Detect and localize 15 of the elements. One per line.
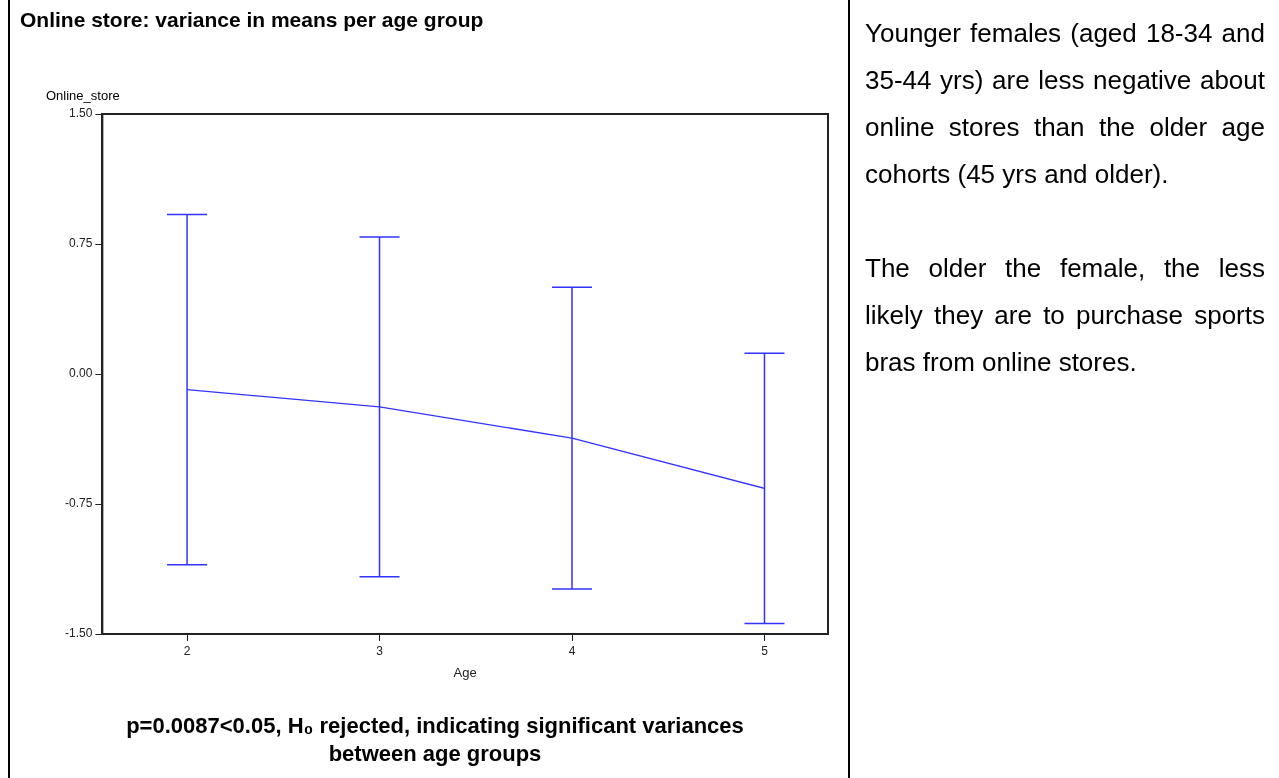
x-axis-title: Age (453, 664, 477, 680)
y-tick-label: 0.75 (68, 236, 93, 251)
text: p=0.0087<0.05, H₀ rejected, indicating significant variances between age groups (125, 712, 745, 768)
y-tick-label: -0.75 (64, 496, 93, 511)
x-tick-label: 3 (376, 643, 384, 658)
text: The older the female, the less likely they are to purchase sports bras from online stores. (865, 252, 1265, 379)
text: Younger females (aged 18-34 and 35-44 yrs) are less negative about online stores than the older age cohorts (45 yrs and older). (865, 17, 1265, 191)
x-tick-label: 4 (568, 643, 576, 658)
x-tick-label: 5 (761, 643, 769, 658)
chart-title: Online store: variance in means per age group (20, 8, 484, 32)
y-tick-label: 0.00 (68, 366, 93, 381)
x-tick-label: 2 (183, 643, 191, 658)
y-axis-title: Online_store (46, 88, 120, 103)
y-tick-label: 1.50 (68, 106, 93, 121)
y-tick-label: -1.50 (64, 626, 93, 641)
